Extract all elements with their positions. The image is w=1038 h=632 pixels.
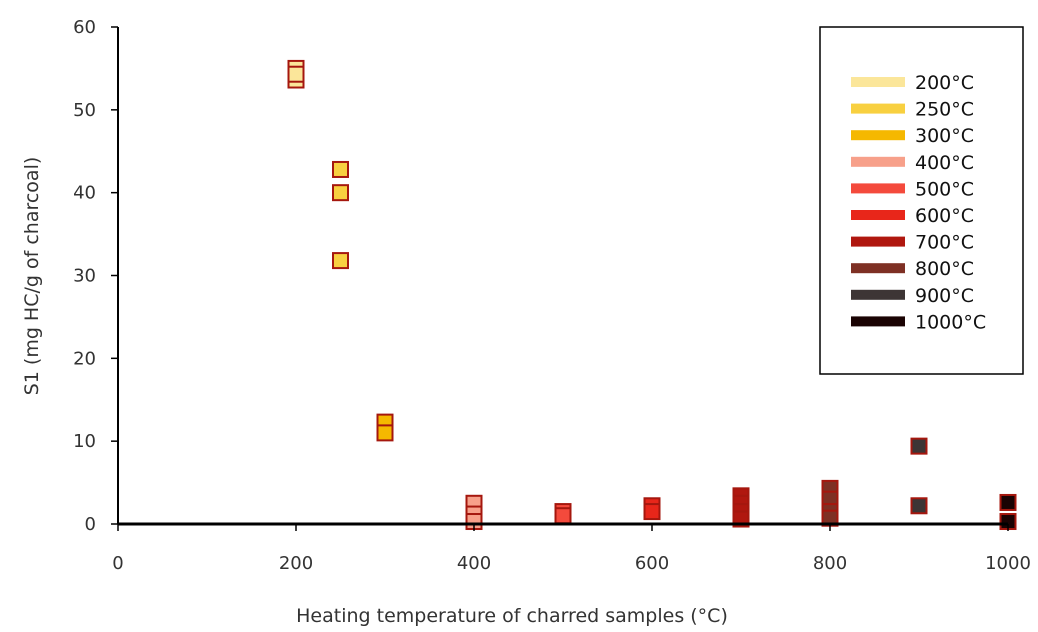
y-tick-label: 20 [73,348,96,369]
y-tick-label: 60 [73,17,96,38]
legend-label: 400°C [915,152,974,174]
data-point [376,424,394,442]
legend-swatch [851,316,905,327]
data-point [999,493,1017,511]
data-point [910,437,928,455]
legend-swatch [851,236,905,247]
legend-swatch [851,289,905,300]
data-point [332,184,349,202]
data-point [332,252,349,270]
legend-label: 900°C [915,285,974,307]
data-point [643,503,661,521]
legend-label: 500°C [915,178,974,200]
legend-swatch [851,183,905,194]
y-tick-label: 0 [85,514,96,535]
legend-label: 600°C [915,205,974,227]
data-point [287,65,305,83]
data-point [332,160,349,178]
legend-label: 300°C [915,125,974,147]
data-point [554,507,572,525]
x-tick-label: 400 [457,553,491,574]
y-axis-title: S1 (mg HC/g of charcoal) [21,157,43,396]
legend-label: 700°C [915,232,974,254]
legend-swatch [851,103,905,114]
y-tick-label: 40 [73,183,96,204]
legend-label: 1000°C [915,311,986,333]
x-tick-label: 800 [813,553,847,574]
legend-label: 200°C [915,72,974,94]
legend-swatch [851,77,905,87]
legend-label: 800°C [915,258,974,280]
legend-swatch [851,156,905,167]
legend: 200°C 250°C 300°C 400°C 500°C 600°C 700°C 800°C… [819,26,1024,375]
x-tick-label: 1000 [985,553,1031,574]
legend-swatch [851,263,905,274]
legend-swatch [851,210,905,220]
x-tick-label: 200 [279,553,313,574]
x-axis-title: Heating temperature of charred samples (… [296,605,728,627]
y-tick-label: 10 [73,431,96,452]
legend-swatch [851,130,905,141]
y-tick-label: 50 [73,100,96,121]
x-tick-label: 600 [635,553,669,574]
legend-label: 250°C [915,99,974,121]
data-point [910,497,928,515]
x-tick-label: 0 [112,553,123,574]
y-tick-label: 30 [73,266,96,287]
